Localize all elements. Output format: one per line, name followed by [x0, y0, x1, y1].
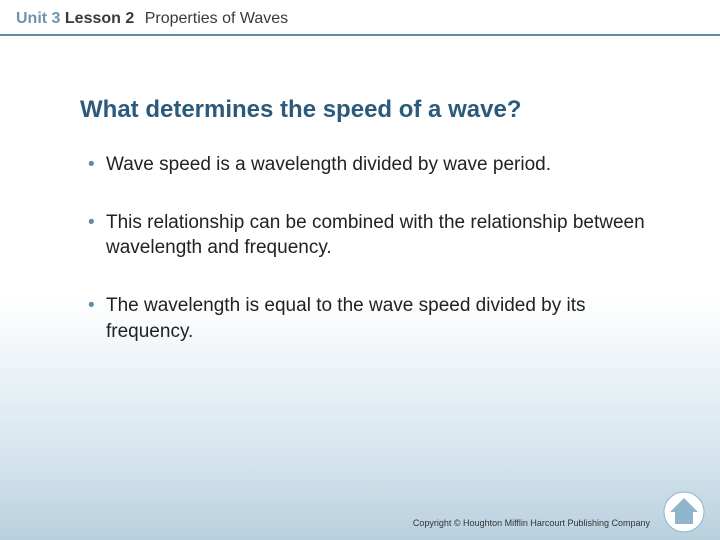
slide-header: Unit 3 Lesson 2 Properties of Waves [0, 0, 720, 36]
unit-label: Unit 3 [16, 10, 60, 27]
home-icon [662, 521, 706, 538]
list-item: This relationship can be combined with t… [88, 210, 660, 261]
lesson-title: Properties of Waves [145, 10, 288, 27]
list-item: The wavelength is equal to the wave spee… [88, 293, 660, 344]
bullet-list: Wave speed is a wavelength divided by wa… [80, 152, 660, 344]
lesson-label: Lesson 2 [65, 10, 134, 27]
copyright-text: Copyright © Houghton Mifflin Harcourt Pu… [413, 518, 650, 528]
content-heading: What determines the speed of a wave? [80, 96, 660, 124]
home-button[interactable] [662, 490, 706, 534]
list-item: Wave speed is a wavelength divided by wa… [88, 152, 660, 178]
slide-content: What determines the speed of a wave? Wav… [0, 36, 720, 344]
slide: Unit 3 Lesson 2 Properties of Waves What… [0, 0, 720, 540]
